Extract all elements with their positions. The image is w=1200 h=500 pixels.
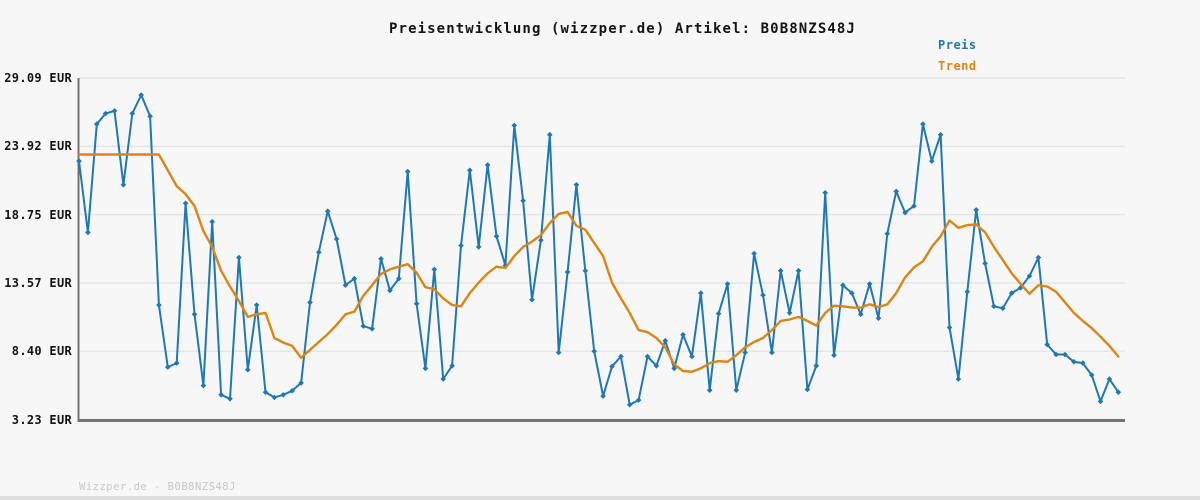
bottom-strip [0,496,1200,500]
y-tick-label: 29.09 EUR [4,71,72,85]
legend-item-preis: Preis [938,38,977,52]
y-tick-label: 3.23 EUR [11,412,72,427]
y-tick-label: 18.75 EUR [4,207,72,222]
y-tick-label: 23.92 EUR [4,139,72,154]
legend: Preis Trend [938,39,977,73]
chart-title: Preisentwicklung (wizzper.de) Artikel: B… [389,21,856,37]
price-line [78,94,1120,406]
y-tick-label: 8.40 EUR [11,344,72,359]
legend-item-trend: Trend [938,59,977,73]
trend-line [77,153,1120,373]
watermark-label: Wizzper.de - B0B8NZS48J [79,481,236,493]
y-tick-label: 13.57 EUR [4,276,72,290]
